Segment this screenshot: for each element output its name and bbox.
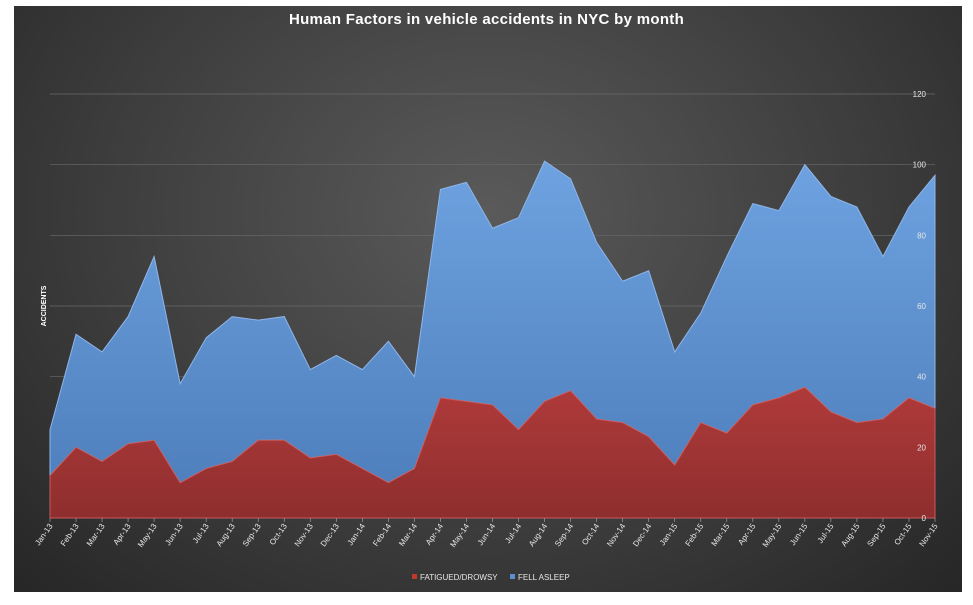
x-tick-label: Jan-13 xyxy=(33,522,55,548)
y-axis-ticks: 0 20 40 60 80 100 120 xyxy=(913,90,927,523)
x-tick-label: Jun-13 xyxy=(163,522,185,548)
x-tick-label: Oct-13 xyxy=(268,522,289,547)
y-tick-label: 40 xyxy=(917,373,926,382)
legend-swatch xyxy=(510,574,515,579)
x-tick-label: Jun-14 xyxy=(476,522,498,548)
x-tick-label: Nov-13 xyxy=(293,522,315,549)
x-tick-label: Jan-14 xyxy=(346,522,368,548)
x-tick-label: Oct-15 xyxy=(892,522,913,547)
x-tick-label: Sep-13 xyxy=(241,522,263,549)
x-tick-label: Nov-15 xyxy=(917,522,939,549)
x-tick-label: Dec-14 xyxy=(631,522,653,549)
x-tick-label: Oct-14 xyxy=(580,522,601,547)
x-tick-label: Aug-13 xyxy=(215,522,237,549)
x-axis-ticks: Jan-13 Feb-13 Mar-13 Apr-13 May-13 Jun-13 Jul-… xyxy=(33,518,940,549)
series-area-fatigued-drowsy xyxy=(49,386,936,519)
y-axis-title: ACCIDENTS xyxy=(41,285,48,326)
y-tick-label: 80 xyxy=(917,231,926,240)
x-tick-label: Feb-15 xyxy=(683,522,705,548)
x-tick-label: Feb-14 xyxy=(371,522,393,548)
x-tick-label: Jul-14 xyxy=(503,522,523,545)
series-areas xyxy=(49,160,936,519)
x-tick-label: Jun-15 xyxy=(788,522,810,548)
x-tick-label: Nov-14 xyxy=(605,522,627,549)
x-tick-label: Mar-13 xyxy=(85,522,107,548)
x-tick-label: May-15 xyxy=(761,522,784,549)
legend-swatch xyxy=(412,574,417,579)
y-tick-label: 100 xyxy=(913,161,927,170)
x-tick-label: Apr-14 xyxy=(424,522,445,547)
x-tick-label: Jan-15 xyxy=(658,522,680,548)
x-tick-label: Dec-13 xyxy=(319,522,341,549)
y-tick-label: 60 xyxy=(917,302,926,311)
x-tick-label: May-14 xyxy=(448,522,471,549)
x-tick-label: Jul-15 xyxy=(816,522,836,545)
legend: FATIGUED/DROWSY FELL ASLEEP xyxy=(412,573,570,582)
x-tick-label: Aug-15 xyxy=(839,522,861,549)
legend-label: FELL ASLEEP xyxy=(518,573,570,582)
x-tick-label: Jul-13 xyxy=(191,522,211,545)
x-tick-label: May-13 xyxy=(136,522,159,549)
chart-title: Human Factors in vehicle accidents in NY… xyxy=(288,11,685,28)
x-tick-label: Apr-13 xyxy=(112,522,133,547)
legend-label: FATIGUED/DROWSY xyxy=(420,573,498,582)
x-tick-label: Feb-13 xyxy=(59,522,81,548)
x-tick-label: Mar-15 xyxy=(709,522,731,548)
y-tick-label: 20 xyxy=(917,443,926,452)
x-tick-label: Mar-14 xyxy=(397,522,419,548)
y-tick-label: 120 xyxy=(913,90,927,99)
x-tick-label: Sep-15 xyxy=(865,522,887,549)
x-tick-label: Apr-15 xyxy=(736,522,757,547)
x-tick-label: Sep-14 xyxy=(553,522,575,549)
y-tick-label: 0 xyxy=(922,514,927,523)
x-tick-label: Aug-14 xyxy=(527,522,549,549)
